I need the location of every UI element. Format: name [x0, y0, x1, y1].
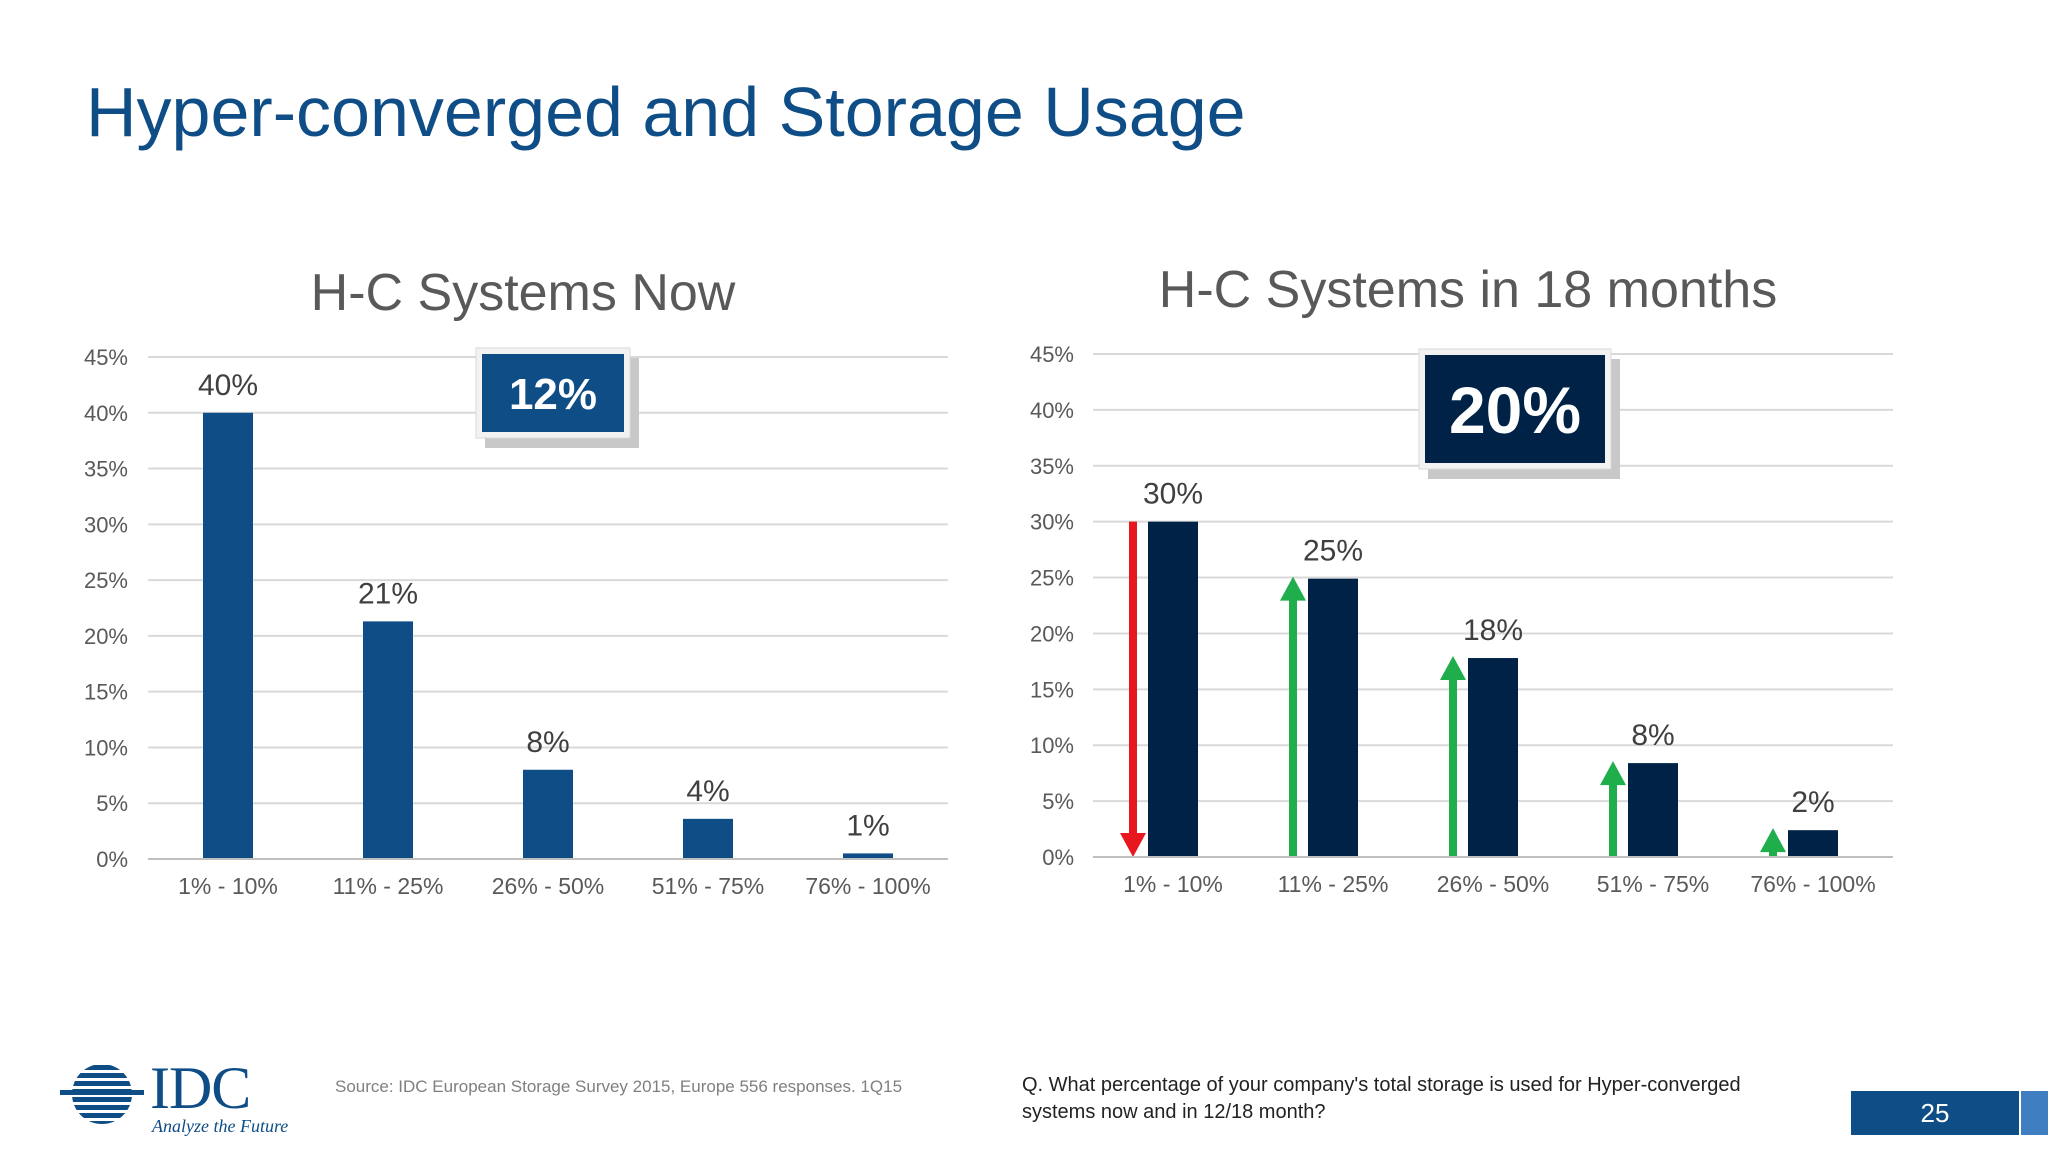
idc-logo: IDC Analyze the Future	[58, 1055, 298, 1142]
data-label: 40%	[198, 369, 258, 402]
callout-fill	[1425, 355, 1605, 463]
arrow-down-icon	[1120, 521, 1146, 857]
y-tick-label: 40%	[84, 401, 128, 426]
logo-wordmark: IDC	[150, 1055, 251, 1121]
data-label: 2%	[1791, 786, 1834, 819]
logo-tagline: Analyze the Future	[152, 1116, 289, 1136]
arrow-up-icon	[1760, 828, 1786, 857]
arrow-up-icon	[1440, 656, 1466, 857]
callout-box: 12%	[475, 347, 639, 448]
y-tick-label: 45%	[1030, 342, 1074, 367]
page-number-accent	[2021, 1091, 2048, 1135]
callout-fill	[482, 354, 624, 432]
source-note: Source: IDC European Storage Survey 2015…	[335, 1077, 903, 1096]
y-tick-label: 20%	[84, 624, 128, 649]
arrow-head	[1280, 576, 1306, 601]
y-tick-label: 5%	[96, 791, 128, 816]
y-tick-label: 35%	[1030, 454, 1074, 479]
idc-globe-icon	[60, 1065, 144, 1124]
x-category-label: 1% - 10%	[1123, 871, 1223, 897]
x-category-label: 76% - 100%	[1750, 871, 1875, 897]
y-tick-label: 45%	[84, 345, 128, 370]
x-category-label: 26% - 50%	[1437, 871, 1550, 897]
bar	[203, 412, 253, 859]
survey-question: Q. What percentage of your company's tot…	[1022, 1074, 1741, 1123]
y-tick-label: 15%	[84, 680, 128, 705]
callout-value: 12%	[509, 370, 597, 419]
callout-value: 20%	[1449, 373, 1581, 447]
data-label: 8%	[526, 726, 569, 759]
data-label: 4%	[686, 775, 729, 808]
x-category-label: 1% - 10%	[178, 873, 278, 899]
arrow-head	[1120, 833, 1146, 857]
callout-box: 20%	[1418, 348, 1620, 479]
bar	[843, 853, 893, 859]
chart-title: H-C Systems in 18 months	[1159, 261, 1777, 319]
x-category-label: 26% - 50%	[492, 873, 605, 899]
bar	[683, 818, 733, 859]
arrow-head	[1440, 656, 1466, 681]
data-label: 18%	[1463, 614, 1523, 647]
y-tick-label: 20%	[1030, 621, 1074, 646]
chart-future: H-C Systems in 18 months 0% 5% 10% 15% 20% 25%…	[1030, 261, 1893, 897]
y-tick-label: 40%	[1030, 398, 1074, 423]
chart-title: H-C Systems Now	[311, 264, 736, 322]
bar	[523, 769, 573, 859]
bar	[1308, 578, 1358, 857]
data-label: 25%	[1303, 535, 1363, 568]
y-tick-label: 10%	[84, 735, 128, 760]
data-label: 21%	[358, 577, 418, 610]
bar	[1148, 521, 1198, 857]
x-category-label: 51% - 75%	[652, 873, 765, 899]
chart-now: H-C Systems Now 0% 5% 10% 15% 20% 25% 30% 35% 40%…	[84, 264, 948, 899]
y-tick-label: 25%	[1030, 566, 1074, 591]
data-label: 8%	[1631, 719, 1674, 752]
y-tick-label: 0%	[1042, 845, 1074, 870]
arrow-up-icon	[1600, 761, 1626, 857]
y-tick-label: 25%	[84, 568, 128, 593]
data-label: 30%	[1143, 478, 1203, 511]
arrow-head	[1760, 828, 1786, 853]
y-tick-label: 30%	[1030, 510, 1074, 535]
arrow-up-icon	[1280, 576, 1306, 857]
x-category-label: 51% - 75%	[1597, 871, 1710, 897]
data-label: 1%	[846, 809, 889, 842]
y-tick-label: 10%	[1030, 733, 1074, 758]
slide-title: Hyper-converged and Storage Usage	[86, 73, 1246, 151]
bar	[363, 621, 413, 859]
x-category-label: 11% - 25%	[1278, 871, 1389, 897]
bar	[1628, 763, 1678, 857]
y-tick-label: 0%	[96, 847, 128, 872]
arrow-head	[1600, 761, 1626, 786]
bar	[1468, 658, 1518, 857]
y-tick-label: 5%	[1042, 789, 1074, 814]
y-tick-label: 15%	[1030, 677, 1074, 702]
x-category-label: 11% - 25%	[333, 873, 444, 899]
y-tick-label: 30%	[84, 512, 128, 537]
x-category-label: 76% - 100%	[805, 873, 930, 899]
y-tick-label: 35%	[84, 457, 128, 482]
bar	[1788, 830, 1838, 857]
page-number: 25	[1851, 1091, 2019, 1135]
